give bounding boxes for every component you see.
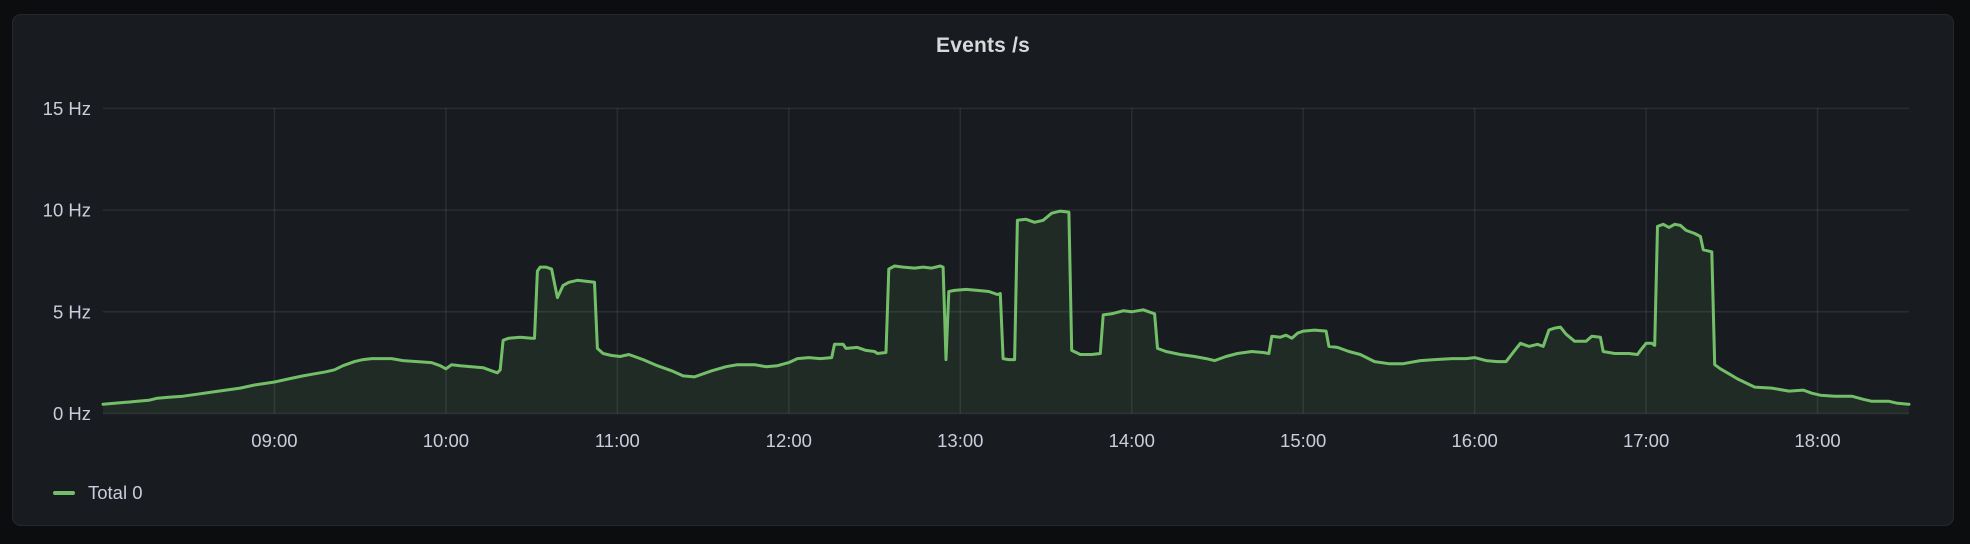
x-axis-tick-label: 16:00 xyxy=(1451,430,1497,451)
events-chart: 0 Hz 5 Hz 10 Hz 15 Hz 09:00 10:00 11:00 12:00 13… xyxy=(43,85,1911,451)
x-axis-tick-label: 10:00 xyxy=(423,430,469,451)
grafana-panel: 0 Hz 5 Hz 10 Hz 15 Hz 09:00 10:00 11:00 12:00 13… xyxy=(12,14,1954,526)
y-axis-tick-label: 5 Hz xyxy=(53,301,91,322)
x-axis-tick-label: 09:00 xyxy=(251,430,297,451)
panel-title[interactable]: Events /s xyxy=(935,34,1030,57)
y-axis-tick-label: 0 Hz xyxy=(53,403,91,424)
x-axis-tick-label: 11:00 xyxy=(595,430,640,451)
x-axis-tick-label: 17:00 xyxy=(1623,430,1669,451)
series-color-dash-icon xyxy=(53,491,75,495)
legend-item-total[interactable]: Total 0 xyxy=(53,482,143,504)
y-axis-tick-label: 15 Hz xyxy=(43,98,91,119)
y-axis-tick-label: 10 Hz xyxy=(43,200,91,221)
legend-label: Total 0 xyxy=(88,482,143,503)
plot-area[interactable] xyxy=(103,85,1909,414)
x-axis-tick-label: 15:00 xyxy=(1280,430,1326,451)
x-axis-tick-label: 12:00 xyxy=(766,430,812,451)
total-series-line xyxy=(101,209,1911,406)
x-axis-tick-label: 13:00 xyxy=(937,430,983,451)
x-axis-tick-label: 18:00 xyxy=(1794,430,1840,451)
total-series-fill xyxy=(103,211,1909,414)
x-axis-tick-label: 14:00 xyxy=(1109,430,1155,451)
